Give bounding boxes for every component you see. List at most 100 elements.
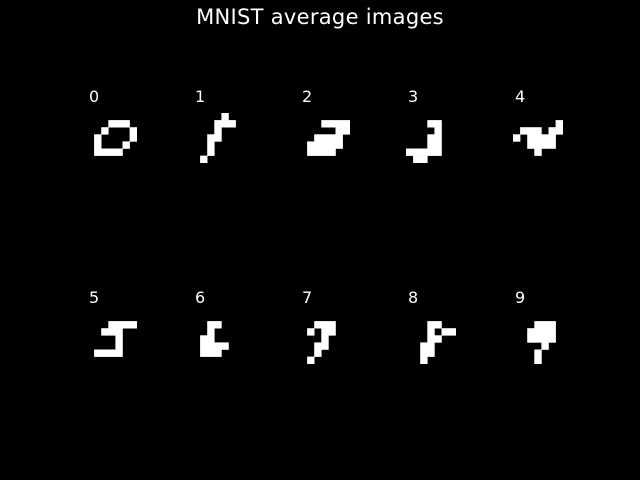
- pixel-block: [108, 148, 116, 156]
- pixel-block: [555, 120, 563, 128]
- pixel-block: [307, 356, 315, 364]
- pixel-block: [541, 134, 549, 142]
- pixel-block: [321, 148, 329, 156]
- pixel-block: [534, 349, 542, 357]
- pixel-block: [108, 321, 116, 329]
- pixel-block: [115, 335, 123, 343]
- pixel-block: [207, 349, 215, 357]
- pixel-block: [94, 141, 102, 149]
- digit-panel-7: 7: [294, 288, 424, 438]
- pixel-block: [228, 120, 236, 128]
- digit-panel-5: 5: [81, 288, 211, 438]
- pixel-block: [129, 321, 137, 329]
- pixel-block: [420, 356, 428, 364]
- panel-label: 1: [195, 87, 206, 106]
- pixel-block: [101, 148, 109, 156]
- pixel-block: [108, 349, 116, 357]
- pixel-block: [548, 141, 556, 149]
- pixel-block: [541, 141, 549, 149]
- pixel-block: [307, 328, 315, 336]
- pixel-block: [413, 155, 421, 163]
- pixel-block: [427, 120, 435, 128]
- pixel-block: [214, 349, 222, 357]
- pixel-block: [115, 148, 123, 156]
- pixel-block: [548, 127, 556, 135]
- pixel-block: [448, 328, 456, 336]
- chart-title: MNIST average images: [196, 5, 444, 29]
- pixel-block: [115, 349, 123, 357]
- pixel-block: [94, 134, 102, 142]
- pixel-block: [406, 148, 414, 156]
- pixel-block: [214, 120, 222, 128]
- pixel-block: [434, 148, 442, 156]
- digit-panel-1: 1: [187, 87, 317, 237]
- pixel-block: [541, 321, 549, 329]
- pixel-block: [427, 328, 435, 336]
- pixel-block: [413, 148, 421, 156]
- pixel-block: [122, 321, 130, 329]
- pixel-block: [434, 141, 442, 149]
- pixel-block: [321, 342, 329, 350]
- pixel-block: [541, 328, 549, 336]
- pixel-block: [434, 120, 442, 128]
- pixel-block: [207, 134, 215, 142]
- pixel-block: [328, 328, 336, 336]
- pixel-block: [427, 342, 435, 350]
- pixel-block: [307, 141, 315, 149]
- digit-image: [406, 120, 442, 163]
- pixel-block: [434, 335, 442, 343]
- pixel-block: [328, 321, 336, 329]
- pixel-block: [101, 328, 109, 336]
- pixel-block: [115, 120, 123, 128]
- pixel-block: [441, 328, 449, 336]
- pixel-block: [122, 141, 130, 149]
- digit-image: [307, 321, 336, 364]
- pixel-block: [321, 328, 329, 336]
- pixel-block: [314, 141, 322, 149]
- pixel-block: [434, 134, 442, 142]
- pixel-block: [335, 120, 343, 128]
- pixel-block: [200, 342, 208, 350]
- digit-image: [94, 321, 137, 357]
- panel-label: 3: [408, 87, 419, 106]
- pixel-block: [527, 134, 535, 142]
- pixel-block: [534, 148, 542, 156]
- pixel-block: [200, 349, 208, 357]
- pixel-block: [129, 127, 137, 135]
- pixel-block: [420, 155, 428, 163]
- pixel-block: [427, 134, 435, 142]
- pixel-block: [427, 148, 435, 156]
- pixel-block: [221, 342, 229, 350]
- pixel-block: [108, 120, 116, 128]
- pixel-block: [207, 342, 215, 350]
- pixel-block: [420, 342, 428, 350]
- pixel-block: [314, 342, 322, 350]
- digit-image: [307, 120, 350, 156]
- pixel-block: [534, 356, 542, 364]
- pixel-block: [513, 134, 521, 142]
- pixel-block: [548, 321, 556, 329]
- digit-panel-9: 9: [507, 288, 637, 438]
- digit-image: [200, 113, 236, 163]
- digit-panel-0: 0: [81, 87, 211, 237]
- pixel-block: [115, 321, 123, 329]
- pixel-block: [548, 134, 556, 142]
- pixel-block: [207, 141, 215, 149]
- pixel-block: [207, 321, 215, 329]
- pixel-block: [321, 134, 329, 142]
- digit-panel-6: 6: [187, 288, 317, 438]
- pixel-block: [207, 148, 215, 156]
- pixel-block: [534, 127, 542, 135]
- pixel-block: [541, 335, 549, 343]
- pixel-block: [434, 321, 442, 329]
- pixel-block: [335, 141, 343, 149]
- pixel-block: [427, 321, 435, 329]
- digit-image: [94, 120, 137, 156]
- digit-panel-3: 3: [400, 87, 530, 237]
- pixel-block: [94, 148, 102, 156]
- pixel-block: [101, 127, 109, 135]
- pixel-block: [342, 120, 350, 128]
- pixel-block: [321, 141, 329, 149]
- pixel-block: [342, 127, 350, 135]
- digit-panel-4: 4: [507, 87, 637, 237]
